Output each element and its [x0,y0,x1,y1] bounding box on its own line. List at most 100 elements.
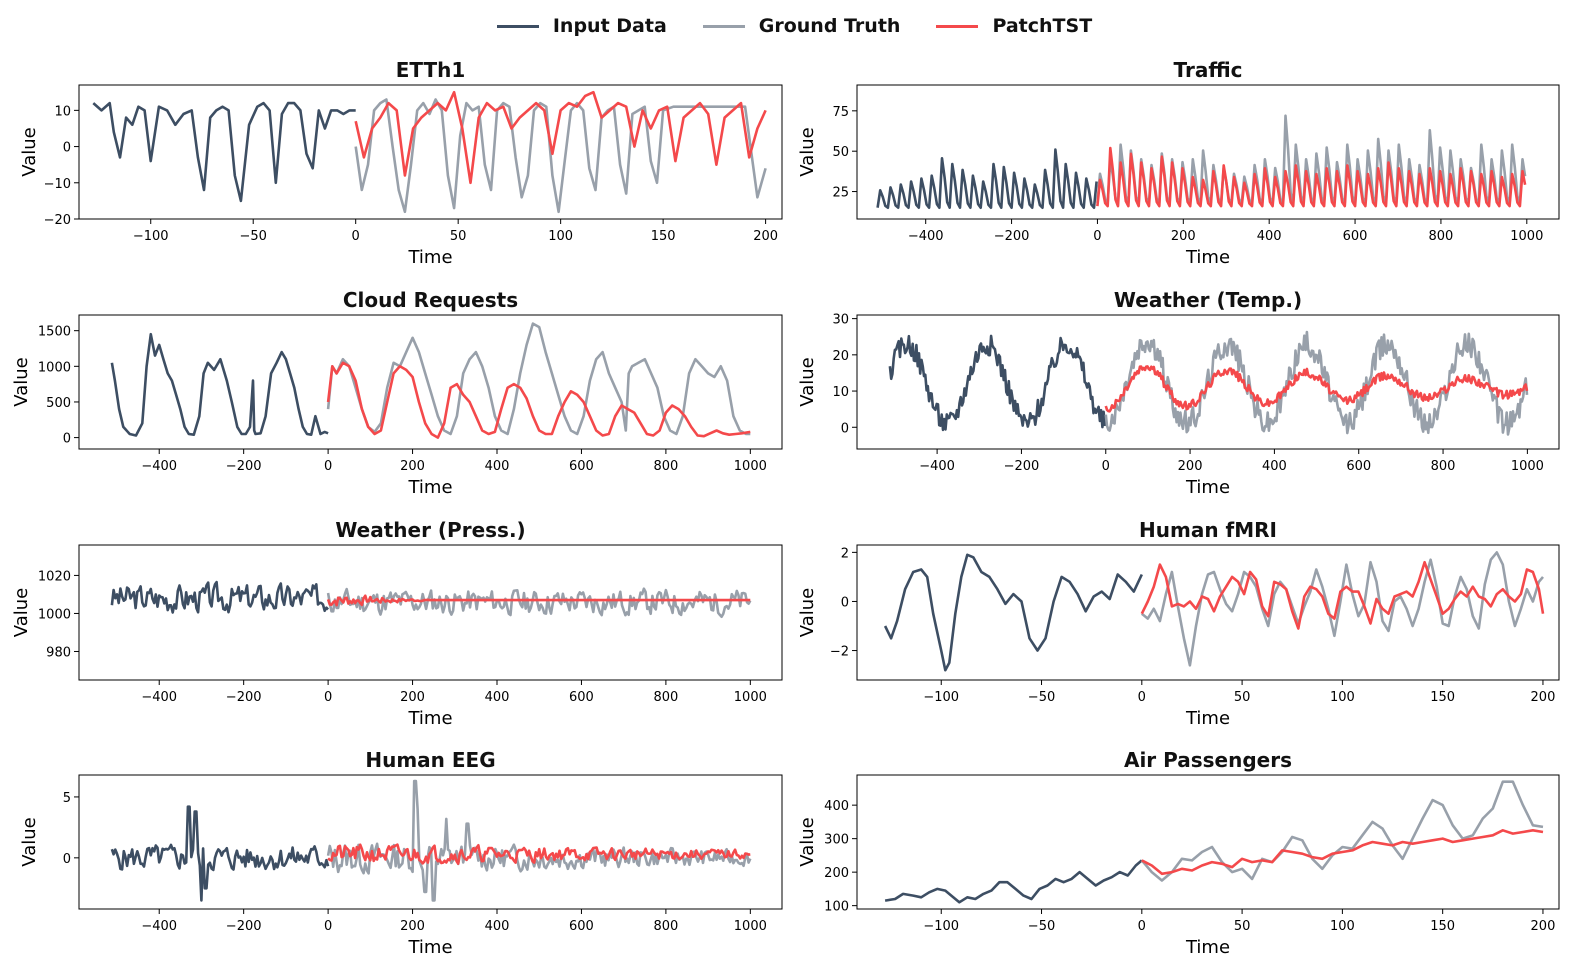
y-tick-label: 100 [824,900,849,915]
x-tick-label: 200 [753,229,778,244]
series-line-patchtst [1141,829,1544,876]
series-line-patchtst [1096,146,1527,208]
legend-label: PatchTST [992,15,1093,37]
series-line-input-data [876,148,1098,209]
series-line-input-data [110,805,330,902]
x-tick-label: 800 [1431,459,1456,474]
series-line-ground-truth [1104,330,1529,436]
y-tick-label: 30 [832,313,849,328]
y-tick-label: 20 [832,349,849,364]
series-group [883,551,1545,672]
chart-panel-0: ETTh1−100 −50 0 50 100 150 200−20−10010TimeVal… [19,58,783,268]
x-tick-label: 150 [1430,919,1455,934]
plot-frame [856,774,1560,910]
y-tick-label: 1020 [38,569,71,584]
y-tick-label: 0 [841,595,849,610]
x-tick-label: 800 [653,459,678,474]
series-line-ground-truth [326,587,752,619]
x-tick-label: 100 [1330,919,1355,934]
plot-frame [856,544,1560,681]
x-tick-label: −50 [1028,919,1055,934]
y-tick-label: −20 [44,213,71,228]
y-tick-label: −10 [44,177,71,192]
x-tick-label: 400 [1257,229,1282,244]
chart-title: Human EEG [365,748,495,772]
series-line-ground-truth [1140,780,1544,882]
y-tick-label: 5 [63,791,71,806]
x-tick-label: 400 [1262,459,1287,474]
legend-swatch-patchtst [936,24,979,28]
x-tick-label: 600 [569,690,594,705]
legend-item-ground-truth: Ground Truth [702,15,900,37]
legend-swatch-input-data [496,24,539,28]
legend-label: Input Data [552,15,667,37]
series-line-input-data [884,859,1143,904]
x-tick-label: 200 [1178,459,1203,474]
x-tick-label: 0 [1102,459,1110,474]
y-axis-label: Value [11,357,32,406]
series-line-patchtst [1104,365,1529,413]
chart-panel-6: Human EEG −400 −200 0 200 400 600 800 1000 0 5 Time… [19,748,783,958]
x-axis-label: Time [407,477,452,498]
chart-panel-3: Weather (Temp.)−400 −200 0 200 400 600 800 1000… [797,288,1560,498]
series-group [92,90,767,214]
series-line-input-data [888,334,1107,432]
chart-panel-5: Human fMRI −100 −50 0 50 100 150 200 −2 0 2 Time Val… [797,518,1560,729]
series-line-ground-truth [354,98,767,214]
x-tick-label: 0 [324,459,332,474]
series-group [110,779,752,902]
y-tick-label: 980 [46,645,71,660]
series-group [110,322,751,439]
x-tick-label: 800 [653,919,678,934]
y-axis-label: Value [19,127,40,176]
x-axis-label: Time [407,937,452,958]
x-tick-label: −200 [226,919,262,934]
series-line-patchtst [1140,560,1545,630]
x-tick-label: −100 [133,229,169,244]
series-line-input-data [110,332,329,437]
y-axis-label: Value [11,588,32,637]
plot-frame [856,84,1560,220]
y-axis-label: Value [797,127,818,176]
legend: Input Data Ground Truth PatchTST [0,8,1589,44]
y-tick-label: 1000 [38,360,71,375]
x-tick-label: −200 [994,229,1030,244]
plot-frame [78,544,783,681]
y-tick-label: 0 [63,432,71,447]
series-line-ground-truth [326,779,752,902]
y-tick-label: 25 [832,186,849,201]
x-tick-label: 100 [548,229,573,244]
x-tick-label: −200 [1004,459,1040,474]
x-tick-label: −400 [141,919,177,934]
x-tick-label: 200 [400,459,425,474]
y-axis-label: Value [797,817,818,866]
x-tick-label: −50 [1028,690,1055,705]
series-line-input-data [883,553,1143,672]
x-tick-label: −100 [923,690,959,705]
y-tick-label: 1000 [38,607,71,622]
x-tick-label: 200 [1531,919,1556,934]
y-tick-label: 1500 [38,325,71,340]
x-tick-label: 200 [1531,690,1556,705]
x-tick-label: 600 [569,459,594,474]
x-tick-label: 600 [569,919,594,934]
y-tick-label: 10 [54,104,71,119]
y-tick-label: 400 [824,799,849,814]
x-tick-label: −50 [239,229,266,244]
series-line-patchtst [354,90,767,185]
x-tick-label: 1000 [734,690,767,705]
x-tick-label: 0 [1138,919,1146,934]
x-tick-label: −400 [141,459,177,474]
series-group [876,114,1527,209]
x-tick-label: 150 [1430,690,1455,705]
x-tick-label: 1000 [1511,459,1544,474]
x-tick-label: 800 [653,690,678,705]
x-tick-label: −200 [226,459,262,474]
x-tick-label: 50 [1234,919,1251,934]
y-tick-label: 200 [824,866,849,881]
y-tick-label: 0 [63,141,71,156]
series-line-patchtst [327,843,751,865]
chart-panel-2: Cloud Requests −400 −200 0 200 400 600 800 1000 0… [11,288,783,498]
x-tick-label: 400 [485,919,510,934]
chart-title: Air Passengers [1124,748,1292,772]
